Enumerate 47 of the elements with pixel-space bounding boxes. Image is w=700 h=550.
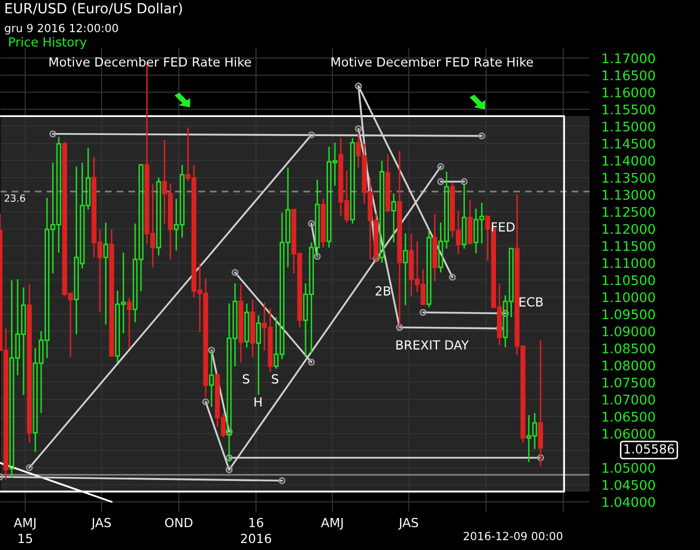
- annotation: Price History: [9, 36, 87, 50]
- x-tick-label: AMJ: [320, 518, 343, 530]
- annotation: ECB: [520, 297, 543, 307]
- y-tick-label: 1.04000: [602, 497, 655, 508]
- y-tick-label: 1.13500: [602, 172, 655, 183]
- y-tick-label: 1.08000: [602, 360, 655, 370]
- y-tick-label: 1.13000: [602, 190, 655, 200]
- y-tick-label: 1.04500: [602, 480, 655, 490]
- chart-title: EUR/USD (Euro/US Dollar): [6, 2, 182, 16]
- y-tick-label: 1.06000: [602, 428, 655, 439]
- y-tick-label: 1.06500: [602, 412, 655, 422]
- annotation: Motive December FED Rate Hike: [50, 56, 251, 67]
- y-tick-label: 1.16500: [602, 70, 655, 80]
- x-tick-label: AMJ 15: [14, 518, 36, 544]
- annotation: Motive December FED Rate Hike: [332, 56, 533, 67]
- y-tick-label: 1.11000: [602, 258, 655, 268]
- y-tick-label: 1.10000: [602, 292, 655, 302]
- annotation: S: [242, 374, 250, 384]
- annotation: H: [254, 397, 262, 406]
- y-tick-label: 1.12000: [602, 224, 655, 234]
- y-tick-label: 1.05000: [602, 462, 655, 473]
- x-tick-label: OND: [165, 518, 192, 528]
- y-tick-label: 1.10500: [602, 275, 655, 286]
- y-tick-label: 1.09000: [602, 326, 655, 336]
- y-tick-label: 1.08500: [602, 343, 655, 354]
- y-tick-label: 1.15000: [602, 122, 655, 132]
- annotation: S: [272, 374, 278, 384]
- x-tick-label: 16 2016: [241, 518, 272, 544]
- chart-subtitle: gru 9 2016 12:00:00: [4, 24, 118, 34]
- annotation: 23.6: [4, 194, 26, 202]
- annotation: FED: [492, 222, 515, 232]
- annotation: 2B: [376, 286, 390, 296]
- y-tick-label: 1.07000: [602, 394, 655, 405]
- text: 2016-12-09 00:00: [464, 532, 562, 540]
- y-tick-label: 1.15500: [602, 104, 655, 114]
- y-tick-label: 1.17000: [602, 53, 655, 64]
- y-tick-label: 1.11500: [602, 241, 655, 252]
- y-tick-label: 1.07500: [602, 378, 655, 388]
- annotation: BREXIT DAY: [396, 340, 469, 350]
- x-tick-label: JAS: [90, 518, 111, 530]
- y-tick-label: 1.14000: [602, 156, 655, 166]
- y-tick-label: 1.12500: [602, 206, 655, 217]
- y-tick-label: 1.14500: [602, 138, 655, 149]
- y-tick-label: 1.16000: [602, 87, 655, 98]
- x-tick-label: JAS: [398, 518, 418, 530]
- text: 1.05586: [624, 444, 674, 454]
- y-tick-label: 1.09500: [602, 309, 655, 320]
